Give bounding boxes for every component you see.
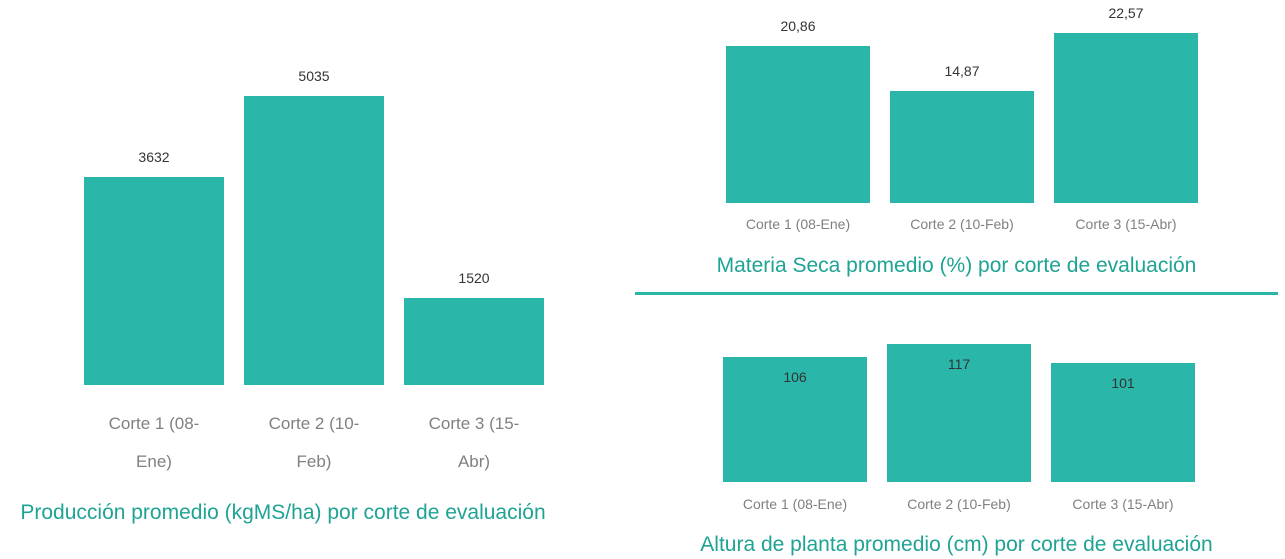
value-label: 14,87 <box>944 62 980 79</box>
bar <box>84 176 224 385</box>
value-label: 1520 <box>458 269 490 286</box>
bar <box>1051 362 1195 482</box>
x-tick-label: Corte 3 (15-Abr) <box>1072 496 1174 512</box>
bar <box>244 96 384 385</box>
value-label: 117 <box>947 356 971 372</box>
x-tick-label: Corte 1 (08-Ene) <box>745 216 851 232</box>
bar <box>887 344 1031 482</box>
x-tick-label: Corte 2 (10-Feb) <box>268 414 360 471</box>
value-label: 22,57 <box>1108 5 1144 21</box>
value-label: 5035 <box>298 68 330 84</box>
bar <box>890 90 1034 203</box>
chart-title: Altura de planta promedio (cm) por corte… <box>700 533 1213 556</box>
value-label: 3632 <box>138 148 170 165</box>
x-tick-label: Corte 3 (15-Abr) <box>428 414 520 471</box>
x-tick-label: Corte 1 (08-Ene) <box>742 496 848 512</box>
x-tick-label: Corte 1 (08-Ene) <box>108 414 200 471</box>
x-tick-label: Corte 3 (15-Abr) <box>1075 216 1177 232</box>
divider <box>635 292 1278 295</box>
value-label: 106 <box>783 368 807 385</box>
chart-title: Materia Seca promedio (%) por corte de e… <box>716 254 1197 277</box>
value-label: 20,86 <box>780 17 816 34</box>
bar <box>404 297 544 385</box>
value-label: 101 <box>1111 374 1135 391</box>
x-tick-label: Corte 2 (10-Feb) <box>907 496 1011 512</box>
x-tick-label: Corte 2 (10-Feb) <box>910 216 1014 232</box>
bar <box>726 45 870 203</box>
chart-title: Producción promedio (kgMS/ha) por corte … <box>20 501 546 524</box>
bar <box>1054 33 1198 203</box>
bar <box>723 356 867 482</box>
